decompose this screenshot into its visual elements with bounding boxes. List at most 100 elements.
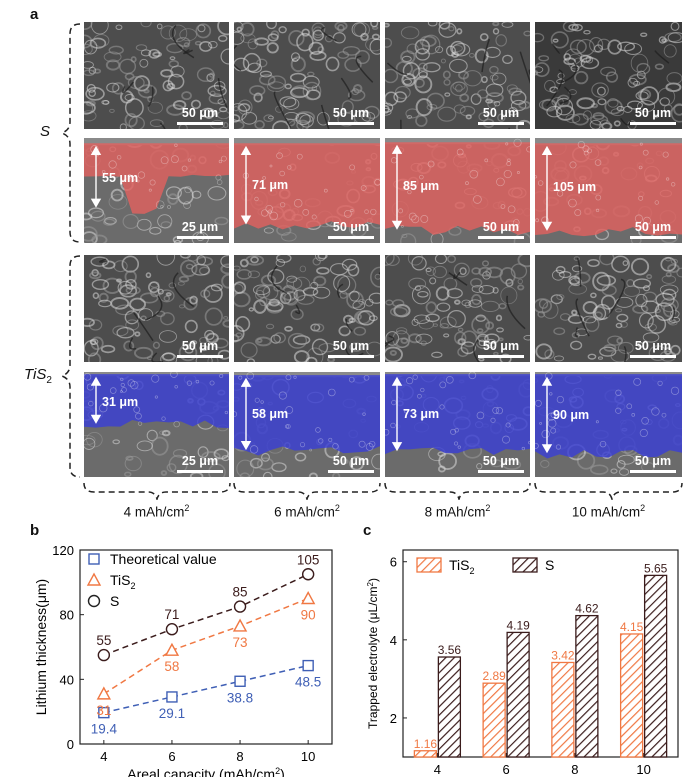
sem-texture [385, 372, 530, 477]
data-point [301, 568, 315, 581]
scale-bar: 50 μm [630, 454, 676, 473]
scale-bar: 50 μm [177, 339, 223, 358]
x-tick-label: 6 [503, 762, 510, 777]
x-tick-label: 6 [168, 749, 175, 764]
bar [643, 574, 668, 758]
data-label: 19.4 [91, 722, 118, 737]
tis2-cross-sem-image: 73 μm 50 μm [385, 372, 530, 477]
sem-texture [84, 138, 229, 243]
thickness-arrow [391, 376, 403, 452]
data-label: 55 [96, 633, 111, 648]
scale-bar: 50 μm [328, 454, 374, 473]
tis2-top-sem-image: 50 μm [234, 255, 380, 362]
data-point [97, 648, 111, 662]
s-cross-sem-image: 105 μm 50 μm [535, 138, 682, 243]
x-tick-label: 8 [571, 762, 578, 777]
s-cross-sem-image: 71 μm 50 μm [234, 138, 380, 243]
legend-marker [86, 572, 102, 586]
thickness-arrow [240, 377, 252, 451]
thickness-label: 105 μm [553, 180, 597, 195]
data-point [234, 675, 246, 687]
y-tick-label: 4 [390, 633, 397, 648]
bar-value-label: 4.19 [506, 618, 530, 632]
legend-label: Theoretical value [110, 551, 217, 567]
chart-b: 4 6 8 10 0 40 80 120 Areal capacity (mAh/cm2) Lit… [33, 543, 333, 777]
data-label: 48.5 [295, 675, 321, 690]
thickness-arrow [391, 144, 403, 230]
tis2-top-sem-image: 50 μm [385, 255, 530, 362]
bar [575, 614, 599, 758]
sem-texture [385, 22, 530, 129]
plot-frame [79, 549, 333, 745]
data-label: 105 [297, 552, 320, 567]
sem-texture [84, 255, 229, 362]
bar-value-label: 5.65 [644, 561, 668, 575]
data-point [233, 600, 247, 613]
sem-texture [535, 138, 682, 243]
bar [506, 631, 530, 758]
y-axis-label: Lithium thickness(μm) [33, 579, 49, 715]
data-label: 29.1 [159, 706, 185, 721]
plot-frame [402, 549, 679, 758]
capacity-label: 10 mAh/cm2 [571, 503, 646, 520]
data-label: 31 [96, 703, 111, 718]
bar-value-label: 4.62 [575, 602, 599, 616]
bar-value-label: 2.89 [482, 669, 506, 683]
sem-texture [234, 255, 380, 362]
y-tick-label: 40 [60, 672, 74, 687]
s-top-sem-image: 50 μm [234, 22, 380, 129]
data-point [302, 659, 314, 672]
x-tick-label: 8 [236, 749, 243, 764]
legend-marker [87, 594, 101, 608]
y-tick-label: 2 [390, 711, 397, 726]
sem-texture [234, 138, 380, 243]
bar [482, 682, 506, 758]
scale-bar: 50 μm [478, 106, 524, 125]
y-tick-label: 80 [60, 608, 74, 623]
sem-texture [84, 372, 229, 477]
data-label: 85 [233, 585, 248, 600]
legend: Theoretical value TiS2 S [86, 551, 217, 609]
s-group-bracket [59, 23, 81, 243]
y-tick-label: 120 [52, 543, 74, 558]
sem-texture [234, 22, 380, 129]
sem-texture [385, 138, 530, 243]
s-cross-sem-image: 85 μm 50 μm [385, 138, 530, 243]
bar [551, 661, 575, 758]
scale-bar: 50 μm [328, 220, 374, 239]
scale-bar: 50 μm [478, 454, 524, 473]
bar [413, 750, 438, 758]
chart-c: 2 4 6 4 1.16 3.56 6 2.89 4.19 8 3.42 4.62 10 4.15 5.65… [366, 549, 679, 777]
scale-bar: 50 μm [630, 106, 676, 125]
data-point [165, 623, 179, 636]
x-tick-label: 10 [636, 762, 650, 777]
capacity-label: 4 mAh/cm2 [123, 503, 190, 520]
col4-bracket [534, 482, 683, 500]
series-line-tis [103, 597, 309, 695]
legend-label: S [110, 593, 119, 609]
x-axis-label: Areal capacity (mAh/cm2) [127, 766, 285, 777]
thickness-label: 85 μm [403, 179, 440, 194]
tis2-group-label: TiS2 [24, 366, 52, 386]
thickness-label: 73 μm [403, 406, 440, 421]
bar-value-label: 3.56 [438, 643, 462, 657]
data-point [164, 642, 180, 656]
tis2-cross-sem-image: 90 μm 50 μm [535, 372, 682, 477]
panel-a-brackets [59, 23, 683, 500]
scale-bar: 25 μm [177, 220, 223, 239]
col3-bracket [384, 482, 531, 500]
bar-value-label: 3.42 [551, 648, 575, 662]
tis2-cross-sem-image: 31 μm 25 μm [84, 372, 229, 477]
data-label: 38.8 [227, 690, 253, 705]
scale-bar: 50 μm [328, 339, 374, 358]
legend-marker [88, 553, 100, 565]
x-tick-label: 4 [434, 762, 441, 777]
thickness-arrow [90, 376, 102, 424]
x-tick-label: 4 [100, 749, 107, 764]
legend-label: TiS2 [110, 572, 136, 591]
col2-bracket [233, 482, 381, 500]
y-tick-label: 0 [67, 737, 74, 752]
thickness-label: 55 μm [102, 170, 139, 185]
y-axis-label: Trapped electrolyte (μL/cm2) [366, 578, 380, 729]
thickness-label: 71 μm [252, 177, 289, 192]
